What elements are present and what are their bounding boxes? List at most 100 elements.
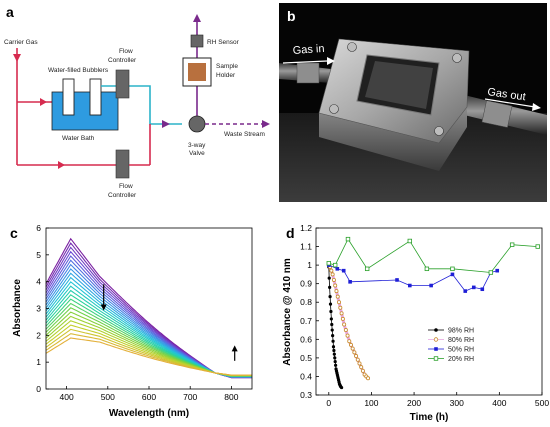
spectrum-line (45, 337, 252, 376)
gas-out-arrow-line (484, 98, 536, 108)
data-point (366, 376, 371, 381)
y-axis-title: Absorbance (12, 279, 23, 337)
gas-in-arrow-icon (327, 57, 335, 65)
data-point (364, 266, 370, 272)
data-point (329, 268, 334, 273)
data-point (329, 309, 333, 314)
plot-frame (315, 227, 543, 396)
data-point (434, 328, 438, 332)
x-tick-label: 400 (60, 392, 74, 402)
data-point (326, 261, 331, 266)
x-tick-label: 300 (450, 398, 464, 408)
y-tick-label: 4 (36, 277, 41, 287)
y-tick-label: 0.7 (300, 316, 312, 326)
screw-icon (347, 42, 357, 52)
data-point (332, 348, 336, 353)
panel-d-letter: d (286, 225, 295, 241)
x-tick-label: 0 (326, 398, 331, 408)
flow-controller-top-label-1: Flow (119, 48, 133, 55)
panel-a-letter: a (6, 4, 14, 20)
data-point (509, 242, 515, 247)
data-point (348, 342, 353, 347)
data-point (334, 289, 339, 294)
data-point (334, 363, 338, 367)
y-tick-label: 1 (307, 260, 312, 270)
data-point (328, 295, 332, 299)
rh-sensor (190, 34, 204, 48)
data-point (328, 285, 332, 289)
data-point (331, 345, 336, 349)
sample-cell-photo: b Gas in Gas out (279, 3, 547, 202)
y-tick-label: 2 (36, 330, 41, 340)
series-line (328, 264, 498, 292)
data-point (433, 356, 439, 361)
data-point (450, 266, 455, 272)
data-point (328, 302, 333, 306)
exhaust-arrow-icon (193, 14, 201, 22)
flow-controller-bottom (115, 149, 130, 179)
y-tick-label: 1.2 (300, 223, 312, 233)
y-tick-label: 0.5 (300, 353, 312, 363)
spectra-series (45, 237, 252, 379)
valve-label-1: 3-way (188, 142, 206, 149)
data-point (488, 270, 494, 275)
screw-icon (434, 126, 444, 136)
data-point (407, 238, 413, 244)
x-tick-label: 100 (364, 398, 378, 408)
flow-controller-top (115, 69, 130, 99)
rh-sensor-label: RH Sensor (207, 39, 240, 46)
data-point (463, 289, 468, 293)
y-tick-label: 0.8 (300, 297, 312, 307)
panel-b-photo: b Gas in Gas out (279, 3, 547, 202)
screw-icon (329, 104, 339, 114)
data-point (359, 365, 364, 370)
x-tick-label: 500 (101, 392, 115, 402)
x-tick-label: 400 (492, 398, 506, 408)
y-tick-label: 1 (36, 357, 41, 367)
data-point (330, 328, 334, 332)
data-point (335, 294, 340, 299)
data-point (429, 283, 433, 288)
water-bath-label: Water Bath (62, 135, 95, 142)
spectrum-line (45, 307, 252, 377)
legend-label: 50% RH (448, 347, 474, 354)
data-point (357, 361, 362, 366)
series-50-rh (326, 263, 500, 293)
data-point (332, 262, 338, 268)
x-tick-label: 500 (535, 398, 549, 408)
data-point (342, 322, 347, 327)
carrier-gas-arrow-icon (13, 54, 21, 62)
waste-stream-label: Waste Stream (224, 131, 265, 138)
kinetics-series (326, 236, 540, 390)
axis-ticks: 0 100 200 300 400 500 0.3 0.4 0.5 0.6 0.7 0.8 0.9 1 1.… (300, 223, 549, 408)
arrow-head-icon (231, 345, 238, 352)
x-tick-label: 800 (224, 392, 238, 402)
data-point (355, 357, 360, 362)
data-point (330, 322, 334, 327)
flow-arrow-icon (58, 161, 65, 169)
x-tick-label: 200 (407, 398, 421, 408)
data-point (345, 236, 351, 242)
flow-arrow-icon (40, 98, 47, 106)
spectrum-line (45, 263, 252, 378)
flow-controller-bottom-label-2: Controller (108, 192, 137, 199)
data-point (424, 266, 430, 272)
data-point (339, 311, 344, 316)
flow-controller-top-label-2: Controller (108, 57, 137, 64)
gas-in-label: Gas in (292, 43, 325, 57)
panel-c-letter: c (10, 225, 18, 241)
carrier-gas-label: Carrier Gas (4, 39, 38, 46)
screw-icon (452, 53, 462, 63)
legend-label: 20% RH (448, 356, 474, 363)
data-point (340, 316, 345, 321)
data-point (471, 285, 476, 290)
x-axis-title: Time (h) (410, 412, 449, 423)
data-point (354, 354, 359, 359)
inlet-fitting (296, 62, 320, 84)
data-point (360, 368, 365, 373)
data-point (350, 346, 355, 351)
x-tick-label: 600 (142, 392, 156, 402)
data-point (330, 272, 335, 277)
waste-arrow-icon (262, 120, 270, 128)
legend-label: 80% RH (448, 337, 474, 344)
